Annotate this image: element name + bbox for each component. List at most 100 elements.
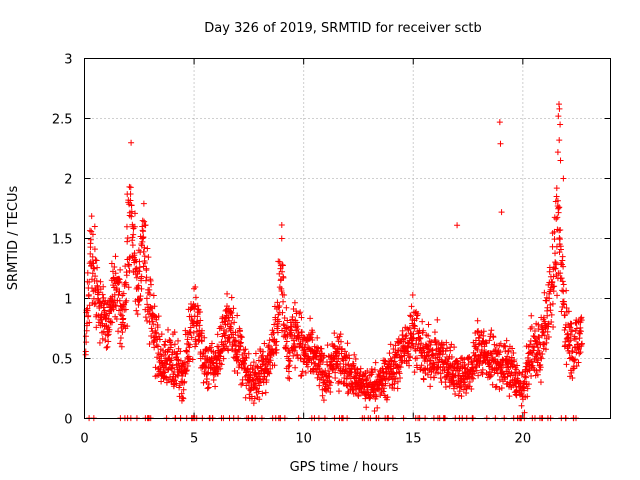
data-point	[280, 274, 287, 281]
data-point	[126, 255, 133, 262]
data-point	[397, 354, 404, 361]
data-point	[233, 342, 240, 349]
data-point	[256, 396, 263, 403]
data-point	[128, 139, 135, 146]
data-point	[326, 382, 333, 389]
data-point	[539, 351, 546, 358]
data-point	[286, 375, 293, 382]
data-point	[182, 359, 189, 366]
data-point	[92, 300, 99, 307]
data-point	[142, 222, 149, 229]
data-point	[210, 377, 217, 384]
data-point	[491, 341, 498, 348]
data-point	[511, 356, 518, 363]
data-point	[171, 341, 178, 348]
data-point	[169, 362, 176, 369]
data-point	[325, 373, 332, 380]
data-point	[136, 258, 143, 265]
data-point	[178, 390, 185, 397]
data-point	[184, 348, 191, 355]
data-point	[316, 365, 323, 372]
data-point	[402, 333, 409, 340]
data-point	[420, 327, 427, 334]
data-point	[284, 317, 291, 324]
data-point	[355, 392, 362, 399]
data-point	[231, 319, 238, 326]
data-point	[325, 385, 332, 392]
data-point	[575, 359, 582, 366]
data-point	[512, 371, 519, 378]
data-point	[287, 358, 294, 365]
data-point	[279, 262, 286, 269]
data-point	[243, 354, 250, 361]
data-point	[138, 273, 145, 280]
data-point	[197, 308, 204, 315]
data-point	[256, 382, 263, 389]
data-point	[192, 284, 199, 291]
data-point	[234, 369, 241, 376]
data-point	[557, 226, 564, 233]
data-point	[271, 362, 278, 369]
data-point	[124, 323, 131, 330]
data-point	[97, 278, 104, 285]
data-point	[239, 376, 246, 383]
data-point	[387, 341, 394, 348]
data-point	[490, 334, 497, 341]
data-point	[242, 346, 249, 353]
data-point	[320, 397, 327, 404]
data-point	[87, 250, 94, 257]
data-point	[116, 276, 123, 283]
data-point	[124, 238, 131, 245]
data-point	[521, 373, 528, 380]
data-point	[285, 368, 292, 375]
data-point	[573, 362, 580, 369]
data-point	[96, 339, 103, 346]
data-point	[547, 301, 554, 308]
data-point	[259, 352, 266, 359]
data-point	[571, 357, 578, 364]
data-point	[414, 364, 421, 371]
data-point	[138, 285, 145, 292]
data-point	[123, 223, 130, 230]
data-point	[109, 319, 116, 326]
data-point	[556, 204, 563, 211]
data-point	[124, 234, 131, 241]
data-point	[235, 357, 242, 364]
data-point	[203, 359, 210, 366]
data-point	[557, 246, 564, 253]
data-point	[140, 200, 147, 207]
y-axis-label: SRMTID / TECUs	[6, 186, 21, 291]
data-point	[144, 245, 151, 252]
data-point	[221, 318, 228, 325]
data-point	[534, 344, 541, 351]
data-point	[541, 332, 548, 339]
data-point	[577, 324, 584, 331]
data-point	[407, 313, 414, 320]
data-point	[136, 264, 143, 271]
data-point	[381, 357, 388, 364]
data-point	[557, 121, 564, 128]
data-point	[371, 366, 378, 373]
data-point	[499, 362, 506, 369]
data-point	[566, 342, 573, 349]
data-point	[266, 343, 273, 350]
x-tick-label: 10	[295, 432, 312, 447]
data-point	[563, 287, 570, 294]
data-point	[443, 345, 450, 352]
data-point	[174, 371, 181, 378]
data-point	[135, 301, 142, 308]
data-point	[454, 222, 461, 229]
y-tick-label: 3	[64, 53, 72, 68]
data-point	[273, 346, 280, 353]
data-point	[266, 337, 273, 344]
data-point	[447, 347, 454, 354]
data-point	[198, 327, 205, 334]
data-point	[102, 315, 109, 322]
data-point	[187, 355, 194, 362]
data-point	[127, 197, 134, 204]
data-point	[577, 328, 584, 335]
data-point	[335, 388, 342, 395]
data-point	[479, 366, 486, 373]
data-point	[568, 369, 575, 376]
data-point	[443, 339, 450, 346]
